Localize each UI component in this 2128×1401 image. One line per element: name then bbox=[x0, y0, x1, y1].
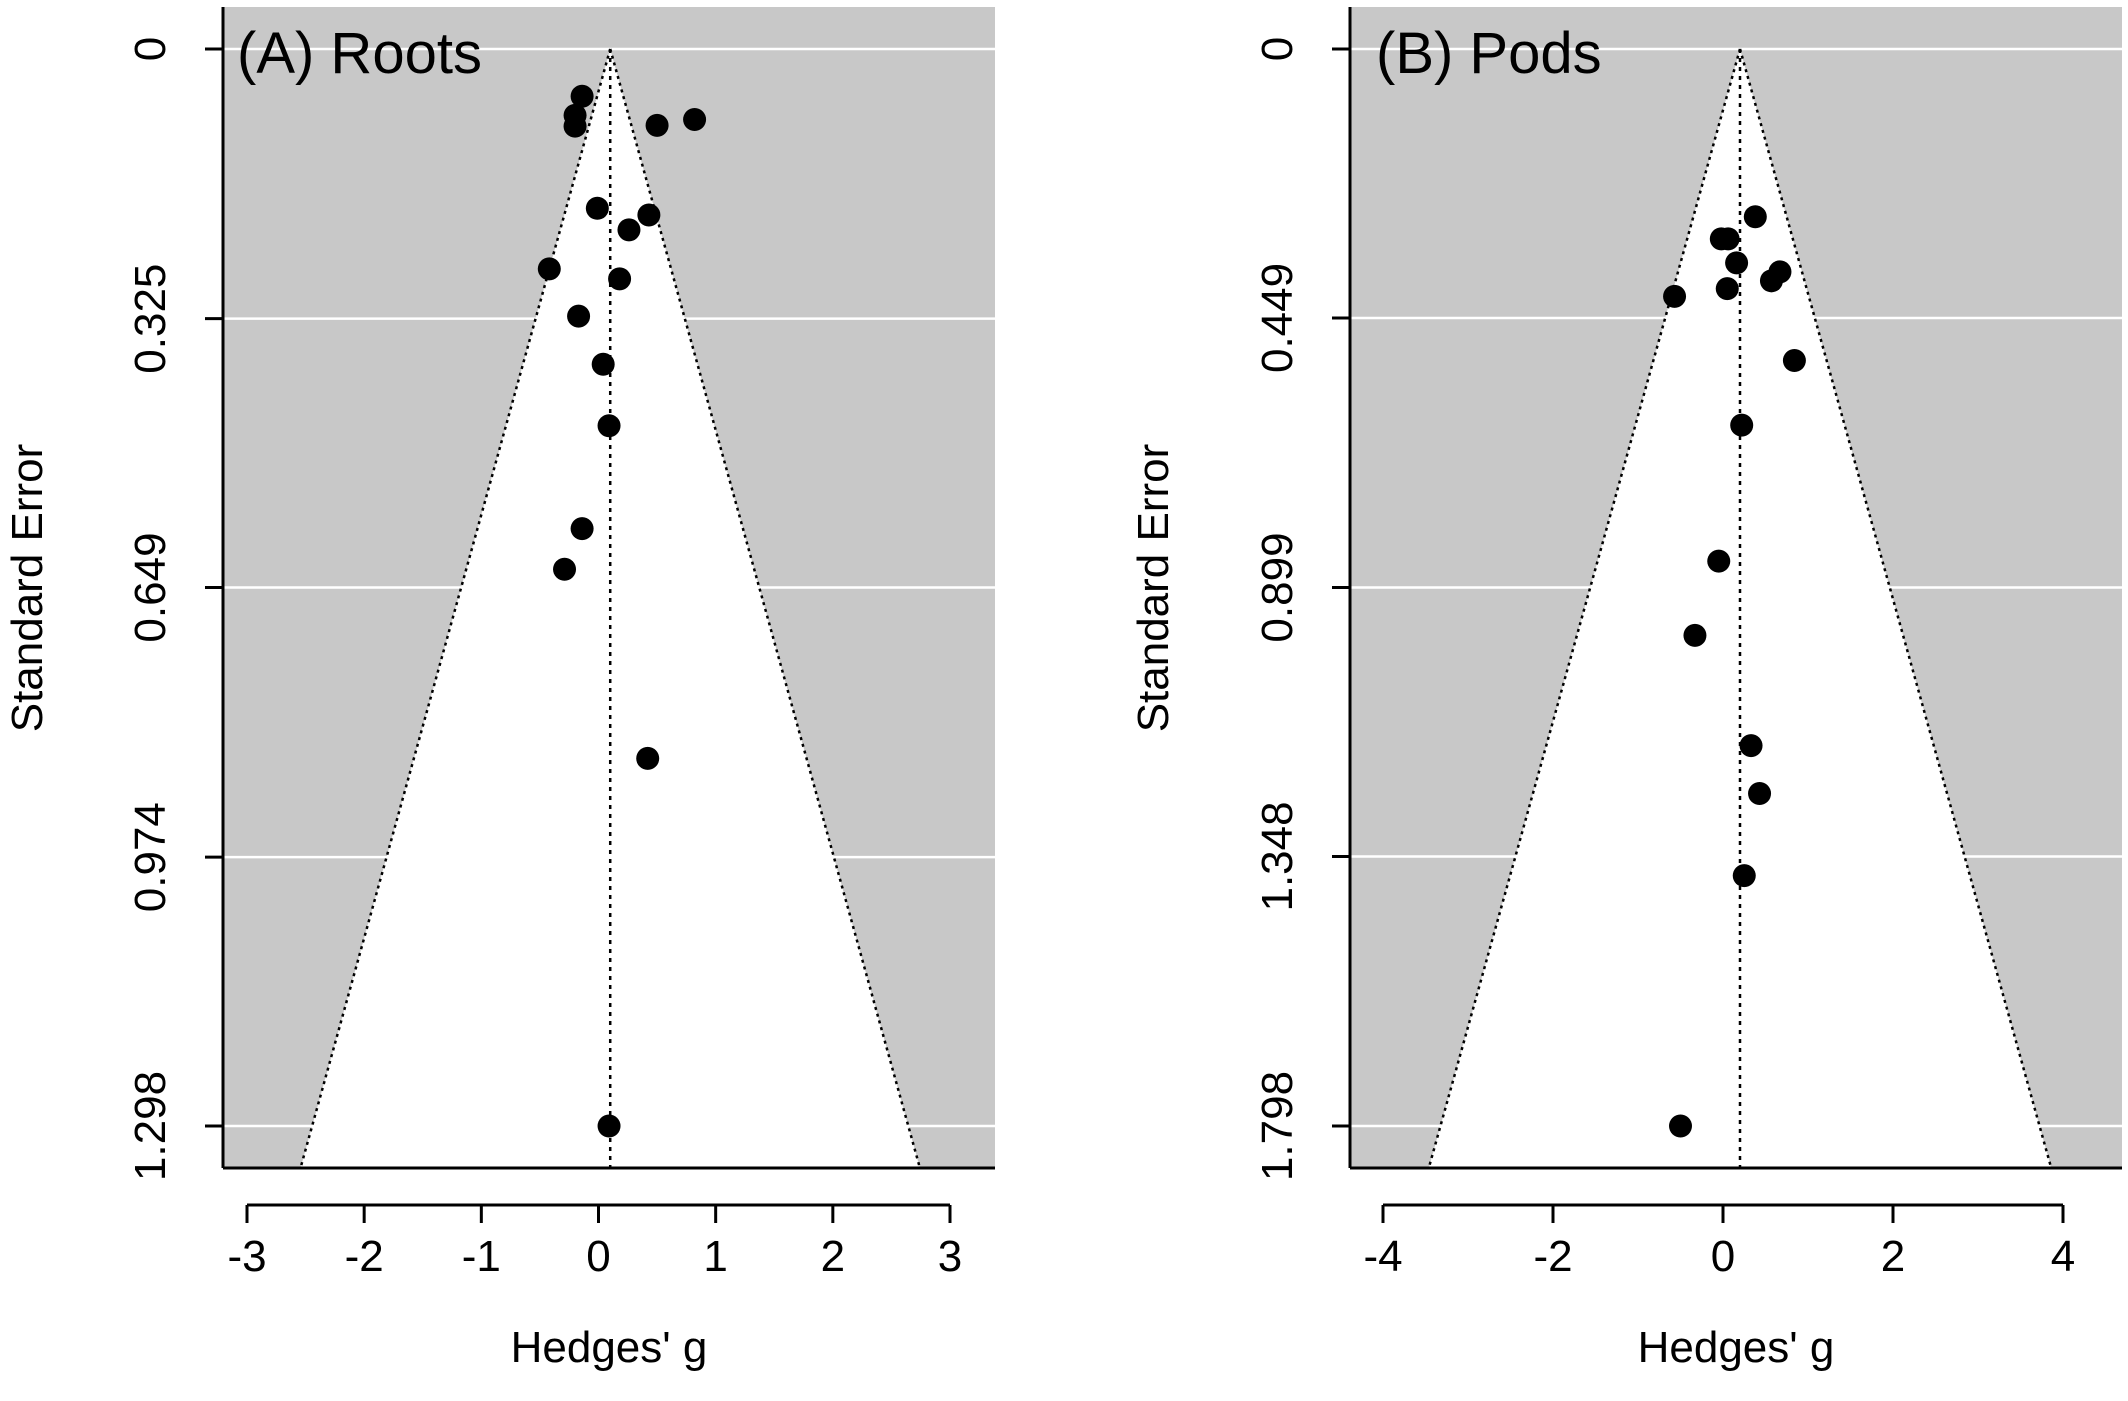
y-tick-label: 1.348 bbox=[1253, 801, 1302, 911]
data-point-10 bbox=[1707, 549, 1731, 573]
panel-roots: -3 -2 -1 0 1 2 3 0 0.325 0.649 0.974 1.298 Hedges' g… bbox=[3, 7, 995, 1372]
x-tick-label: -2 bbox=[345, 1232, 384, 1281]
data-point-13 bbox=[570, 517, 594, 541]
y-axis-title: Standard Error bbox=[3, 444, 52, 733]
data-point-10 bbox=[567, 304, 591, 328]
data-point-3 bbox=[645, 113, 669, 137]
x-tick-label: 0 bbox=[1711, 1232, 1735, 1281]
data-point-2 bbox=[563, 114, 587, 138]
data-point-14 bbox=[553, 557, 577, 581]
plot-area bbox=[223, 47, 995, 1168]
data-point-0 bbox=[1743, 205, 1767, 229]
data-point-14 bbox=[1732, 864, 1756, 888]
data-point-5 bbox=[585, 196, 609, 220]
data-point-9 bbox=[1730, 413, 1754, 437]
x-tick-label: -3 bbox=[227, 1232, 266, 1281]
panel-pods: -4 -2 0 2 4 0 0.449 0.899 1.348 1.798 Hedges' g Sta… bbox=[1129, 7, 2122, 1372]
data-point-12 bbox=[597, 414, 621, 438]
x-tick-label: -2 bbox=[1533, 1232, 1572, 1281]
x-axis-title: Hedges' g bbox=[511, 1323, 708, 1372]
x-tick-label: -4 bbox=[1363, 1232, 1402, 1281]
x-tick-label: 2 bbox=[1881, 1232, 1905, 1281]
x-axis-title: Hedges' g bbox=[1638, 1323, 1835, 1372]
data-point-3 bbox=[1725, 251, 1749, 275]
data-point-9 bbox=[608, 267, 632, 291]
data-point-8 bbox=[537, 257, 561, 281]
data-point-12 bbox=[1739, 734, 1763, 758]
data-point-4 bbox=[683, 108, 707, 132]
x-tick-label: 3 bbox=[938, 1232, 962, 1281]
data-point-13 bbox=[1748, 782, 1772, 806]
x-tick-label: -1 bbox=[462, 1232, 501, 1281]
data-point-8 bbox=[1782, 348, 1806, 372]
data-point-11 bbox=[1683, 623, 1707, 647]
data-point-0 bbox=[570, 84, 594, 108]
funnel-left-edge bbox=[299, 48, 612, 1168]
data-point-15 bbox=[636, 746, 660, 770]
data-point-5 bbox=[1759, 269, 1783, 293]
y-tick-label: 0.649 bbox=[126, 532, 175, 642]
data-point-11 bbox=[591, 352, 615, 376]
y-tick-label: 1.798 bbox=[1253, 1071, 1302, 1181]
x-tick-label: 1 bbox=[703, 1232, 727, 1281]
data-point-6 bbox=[637, 203, 661, 227]
funnel-right-edge bbox=[609, 48, 922, 1168]
x-tick-label: 2 bbox=[821, 1232, 845, 1281]
y-tick-label: 0.899 bbox=[1253, 532, 1302, 642]
data-point-6 bbox=[1715, 277, 1739, 301]
y-axis-title: Standard Error bbox=[1129, 444, 1178, 733]
data-point-15 bbox=[1669, 1114, 1692, 1138]
funnel-left-edge bbox=[1427, 48, 1742, 1168]
data-point-7 bbox=[617, 218, 641, 242]
y-tick-label: 0.974 bbox=[126, 802, 175, 912]
panel-title: (B) Pods bbox=[1376, 21, 1602, 86]
y-tick-label: 0 bbox=[126, 37, 175, 61]
funnel-right-edge bbox=[1738, 48, 2053, 1168]
plot-area bbox=[1350, 47, 2122, 1168]
x-tick-label: 4 bbox=[2051, 1232, 2075, 1281]
y-tick-label: 0.449 bbox=[1253, 263, 1302, 373]
data-point-16 bbox=[597, 1114, 621, 1138]
data-point-7 bbox=[1663, 284, 1687, 308]
x-tick-label: 0 bbox=[586, 1232, 610, 1281]
data-point-2 bbox=[1716, 227, 1740, 251]
panel-title: (A) Roots bbox=[237, 21, 482, 86]
y-tick-label: 0 bbox=[1253, 37, 1302, 61]
y-tick-label: 0.325 bbox=[126, 264, 175, 374]
y-tick-label: 1.298 bbox=[126, 1071, 175, 1181]
